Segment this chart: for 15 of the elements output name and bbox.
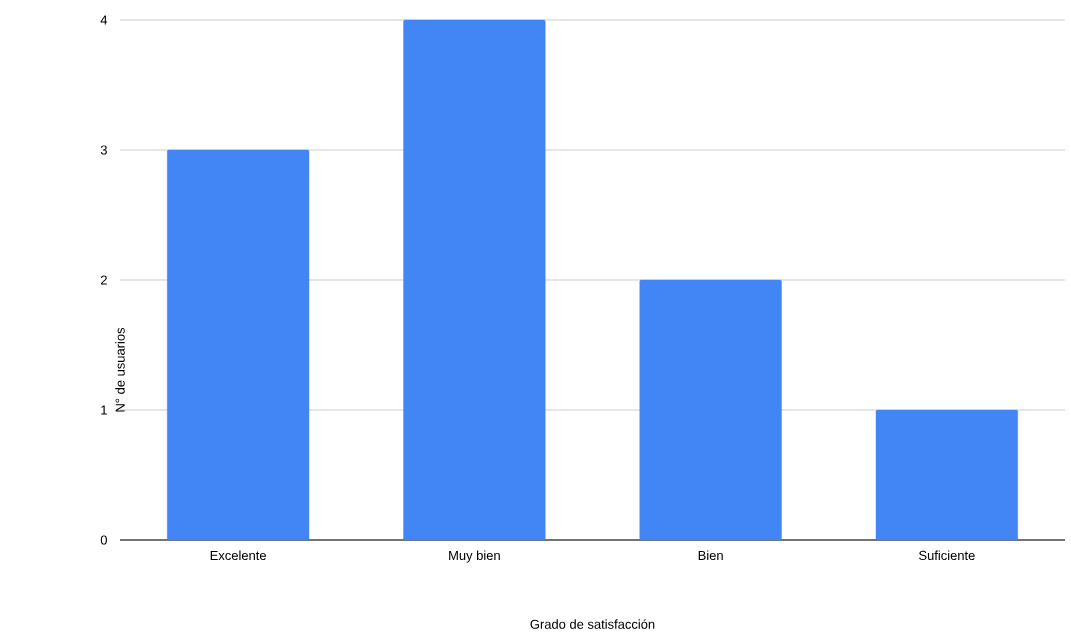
- bar: [639, 279, 782, 541]
- x-tick-label: Muy bien: [449, 550, 500, 563]
- bar: [167, 149, 310, 541]
- bar: [403, 19, 546, 541]
- bar: [875, 409, 1018, 541]
- x-tick-label: Excelente: [210, 550, 266, 561]
- x-tick-label: Bien: [698, 550, 723, 561]
- y-axis-title: N° de usuarios: [115, 327, 125, 412]
- x-tick-label: Suficiente: [919, 550, 975, 561]
- x-axis-title: Grado de satisfacción: [530, 619, 655, 629]
- y-tick-label: 0: [100, 535, 107, 545]
- y-tick-label: 2: [100, 275, 107, 285]
- y-tick-label: 4: [100, 15, 108, 25]
- y-tick-label: 1: [101, 405, 107, 415]
- y-tick-label: 3: [100, 145, 107, 155]
